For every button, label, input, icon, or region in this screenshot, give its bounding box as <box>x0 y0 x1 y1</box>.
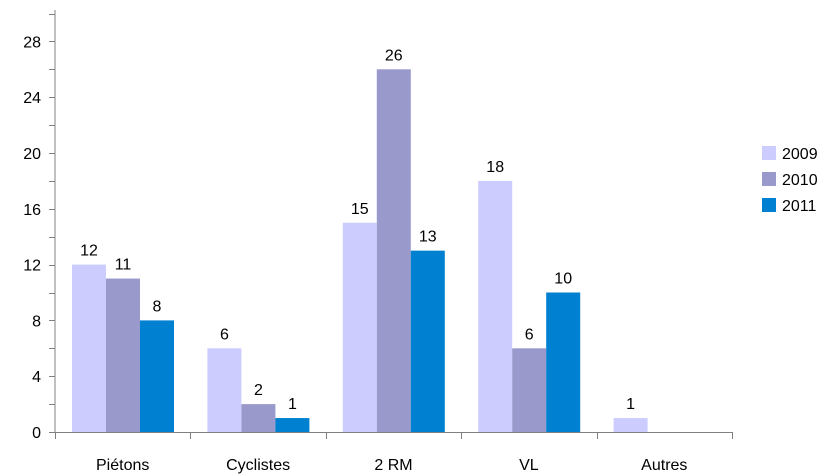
bar-2011 <box>140 320 174 432</box>
chart-bars <box>72 69 648 433</box>
data-label: 11 <box>115 257 132 274</box>
bar-2011 <box>275 418 310 432</box>
y-tick-label: 20 <box>23 146 41 163</box>
x-category-label: Cyclistes <box>226 457 290 474</box>
bar-2009 <box>478 180 513 432</box>
chart-data-labels: 12 11 8 6 2 1 15 26 13 18 6 10 1 <box>80 47 635 413</box>
x-category-label: Piétons <box>96 457 149 474</box>
data-label: 6 <box>525 326 534 343</box>
bar-2011 <box>546 292 581 432</box>
bar-2010 <box>512 348 547 432</box>
x-category-label: 2 RM <box>374 457 412 474</box>
data-label: 1 <box>288 396 297 413</box>
bar-2009 <box>613 418 648 432</box>
y-tick-label: 16 <box>23 202 41 219</box>
y-tick-label: 12 <box>23 258 41 275</box>
legend-swatch-2010 <box>762 172 776 186</box>
bar-2010 <box>106 278 140 432</box>
x-category-label: Autres <box>641 457 687 474</box>
y-tick-label: 28 <box>23 34 41 51</box>
chart-legend: 2009 2010 2011 <box>762 146 818 215</box>
data-label: 15 <box>351 201 369 218</box>
bar-2009 <box>72 264 106 432</box>
legend-swatch-2011 <box>762 198 776 212</box>
y-tick-label: 8 <box>32 313 41 330</box>
data-label: 13 <box>419 229 437 246</box>
bar-2010 <box>376 69 411 433</box>
data-label: 2 <box>254 382 263 399</box>
data-label: 18 <box>486 159 504 176</box>
bar-2010 <box>241 404 276 432</box>
x-category-label: VL <box>519 457 539 474</box>
data-label: 12 <box>80 243 98 260</box>
legend-label-2009: 2009 <box>782 146 818 163</box>
y-tick-label: 4 <box>32 369 41 386</box>
data-label: 10 <box>554 271 572 288</box>
data-label: 8 <box>153 298 162 315</box>
legend-label-2010: 2010 <box>782 172 818 189</box>
bar-2009 <box>207 348 242 432</box>
bar-2011 <box>410 250 445 432</box>
legend-label-2011: 2011 <box>782 198 817 215</box>
y-tick-label: 24 <box>23 90 41 107</box>
data-label: 1 <box>626 396 635 413</box>
y-tick-label: 0 <box>32 425 41 442</box>
data-label: 6 <box>220 326 229 343</box>
data-label: 26 <box>385 47 403 64</box>
legend-swatch-2009 <box>762 146 776 160</box>
bar-2009 <box>342 222 377 432</box>
